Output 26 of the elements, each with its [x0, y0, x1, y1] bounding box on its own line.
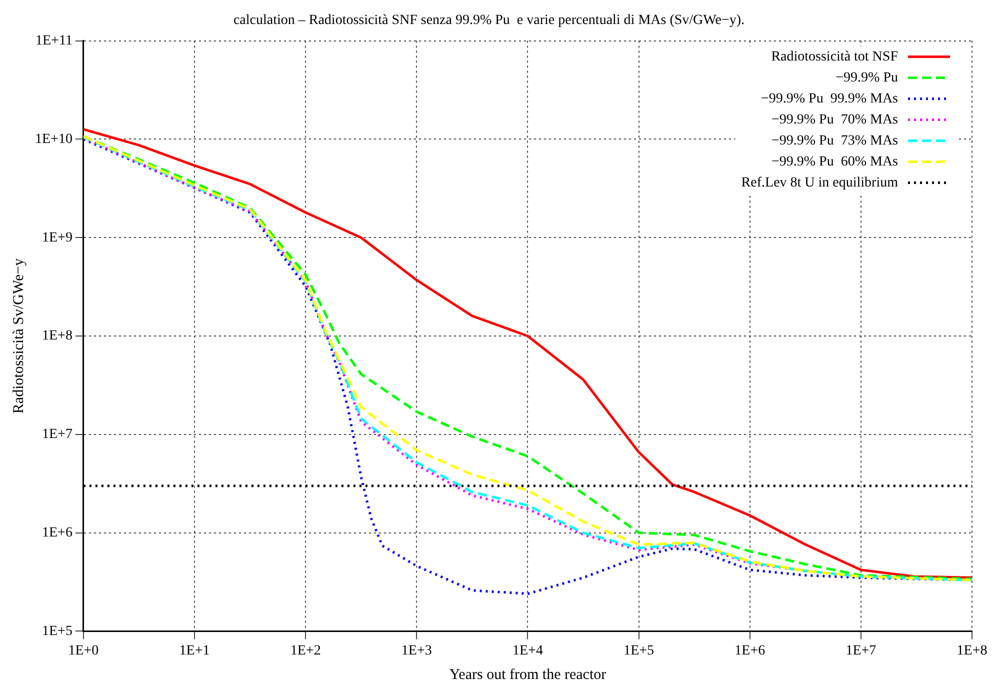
y-tick-label: 1E+6	[42, 525, 72, 540]
legend-label: Ref.Lev 8t U in equilibrium	[741, 175, 898, 190]
x-axis-title: Years out from the reactor	[449, 666, 606, 683]
x-tick-label: 1E+6	[734, 643, 766, 658]
y-tick-label: 1E+11	[36, 33, 72, 48]
chart-title: calculation – Radiotossicità SNF senza 99.9% Pu e varie percentuali di MAs (Sv/GWe−y).	[233, 13, 745, 28]
x-tick-label: 1E+3	[401, 643, 432, 658]
x-tick-label: 1E+8	[956, 643, 988, 658]
legend-label: −99.9% Pu 99.9% MAs	[760, 91, 898, 106]
legend-label: −99.9% Pu 60% MAs	[771, 154, 898, 170]
x-tick-label: 1E+7	[846, 643, 876, 658]
x-tick-label: 1E+2	[290, 643, 321, 658]
y-tick-label: 1E+8	[42, 328, 72, 344]
y-tick-label: 1E+7	[42, 427, 72, 442]
x-tick-label: 1E+1	[179, 643, 210, 658]
x-tick-label: 1E+4	[512, 643, 543, 658]
y-tick-label: 1E+5	[42, 624, 72, 639]
x-tick-label: 1E+0	[68, 643, 99, 658]
y-tick-label: 1E+9	[42, 230, 72, 246]
legend-label: −99.9% Pu	[836, 70, 898, 86]
x-tick-label: 1E+5	[624, 643, 654, 658]
y-tick-label: 1E+10	[34, 132, 72, 147]
legend-label: −99.9% Pu 73% MAs	[771, 133, 898, 148]
legend-label: Radiotossicità tot NSF	[771, 49, 898, 64]
legend-label: −99.9% Pu 70% MAs	[771, 112, 898, 128]
y-axis-title: Radiotossicità Sv/GWe−y	[10, 258, 27, 414]
